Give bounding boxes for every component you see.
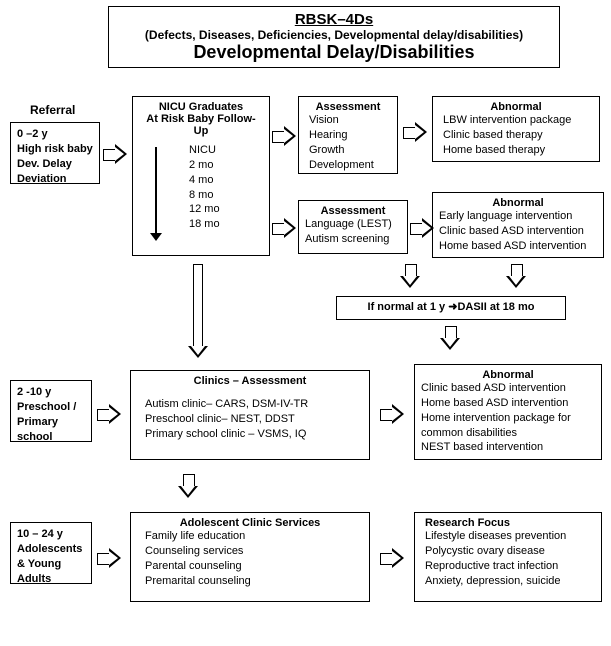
- nicu-timeline-arrow: [155, 147, 157, 233]
- abnormal3-item: Clinic based ASD intervention: [421, 381, 595, 396]
- header-box: RBSK–4Ds (Defects, Diseases, Deficiencie…: [108, 6, 560, 68]
- age-line: 2 -10 y: [17, 385, 85, 400]
- arrow-right-icon: [380, 404, 404, 424]
- age-box-10-24y: 10 – 24 y Adolescents & Young Adults: [10, 522, 92, 584]
- nicu-box: NICU Graduates At Risk Baby Follow-Up NI…: [132, 96, 270, 256]
- arrow-right-icon: [410, 218, 434, 238]
- nicu-item: 2 mo: [189, 158, 263, 173]
- abnormal3-item: Home intervention package for: [421, 411, 595, 426]
- abnormal2-box: Abnormal Early language intervention Cli…: [432, 192, 604, 258]
- assessment1-item: Development: [305, 158, 391, 173]
- research-item: Polycystic ovary disease: [421, 544, 595, 559]
- abnormal2-title: Abnormal: [439, 197, 597, 209]
- header-line3: Developmental Delay/Disabilities: [115, 42, 553, 63]
- nicu-item: 12 mo: [189, 202, 263, 217]
- age-line: 10 – 24 y: [17, 527, 85, 542]
- abnormal3-title: Abnormal: [421, 369, 595, 381]
- adolescent-item: Counseling services: [137, 544, 363, 559]
- age-line: Deviation: [17, 172, 93, 187]
- age-line: school: [17, 430, 85, 445]
- clinics-item: Autism clinic– CARS, DSM-IV-TR: [137, 397, 363, 412]
- adolescent-item: Parental counseling: [137, 559, 363, 574]
- header-line2: (Defects, Diseases, Deficiencies, Develo…: [115, 28, 553, 42]
- research-box: Research Focus Lifestyle diseases preven…: [414, 512, 602, 602]
- referral-label: Referral: [30, 103, 75, 117]
- age-line: Adolescents: [17, 542, 85, 557]
- assessment2-item: Language (LEST): [305, 217, 401, 232]
- age-line: Dev. Delay: [17, 157, 93, 172]
- ifnormal-suffix: DASII at 18 mo: [457, 301, 534, 313]
- arrow-right-icon: [380, 548, 404, 568]
- abnormal3-box: Abnormal Clinic based ASD intervention H…: [414, 364, 602, 460]
- nicu-subtitle: At Risk Baby Follow-Up: [139, 113, 263, 137]
- header-line1: RBSK–4Ds: [115, 11, 553, 28]
- clinics-title: Clinics – Assessment: [137, 375, 363, 387]
- adolescent-item: Premarital counseling: [137, 574, 363, 589]
- arrow-right-icon: [403, 122, 427, 142]
- abnormal2-item: Clinic based ASD intervention: [439, 224, 597, 239]
- assessment1-title: Assessment: [305, 101, 391, 113]
- arrow-down-icon: [178, 474, 198, 498]
- age-line: Preschool /: [17, 400, 85, 415]
- abnormal3-item: common disabilities: [421, 426, 595, 441]
- arrow-down-icon: [440, 326, 460, 350]
- abnormal1-item: Home based therapy: [439, 143, 593, 158]
- research-item: Reproductive tract infection: [421, 559, 595, 574]
- clinics-box: Clinics – Assessment Autism clinic– CARS…: [130, 370, 370, 460]
- age-box-2-10y: 2 -10 y Preschool / Primary school: [10, 380, 92, 442]
- adolescent-title: Adolescent Clinic Services: [137, 517, 363, 529]
- age-line: Adults: [17, 572, 85, 587]
- clinics-item: Preschool clinic– NEST, DDST: [137, 412, 363, 427]
- adolescent-item: Family life education: [137, 529, 363, 544]
- age-line: High risk baby: [17, 142, 93, 157]
- abnormal2-item: Home based ASD intervention: [439, 239, 597, 254]
- research-item: Lifestyle diseases prevention: [421, 529, 595, 544]
- clinics-item: Primary school clinic – VSMS, IQ: [137, 427, 363, 442]
- arrow-down-icon: [506, 264, 526, 288]
- assessment2-title: Assessment: [305, 205, 401, 217]
- nicu-item: 8 mo: [189, 188, 263, 203]
- assessment1-box: Assessment Vision Hearing Growth Develop…: [298, 96, 398, 174]
- arrow-right-icon: [272, 126, 296, 146]
- age-line: 0 –2 y: [17, 127, 93, 142]
- research-item: Anxiety, depression, suicide: [421, 574, 595, 589]
- ifnormal-prefix: If normal at 1 y: [368, 301, 449, 313]
- arrow-right-icon: [272, 218, 296, 238]
- ifnormal-box: If normal at 1 y ➜DASII at 18 mo: [336, 296, 566, 320]
- assessment2-item: Autism screening: [305, 232, 401, 247]
- nicu-item: 18 mo: [189, 217, 263, 232]
- arrow-right-icon: [103, 144, 127, 164]
- abnormal3-item: NEST based intervention: [421, 440, 595, 455]
- nicu-item: 4 mo: [189, 173, 263, 188]
- age-line: & Young: [17, 557, 85, 572]
- abnormal1-title: Abnormal: [439, 101, 593, 113]
- nicu-item: NICU: [189, 143, 263, 158]
- abnormal1-item: LBW intervention package: [439, 113, 593, 128]
- arrow-right-icon: [97, 548, 121, 568]
- assessment2-box: Assessment Language (LEST) Autism screen…: [298, 200, 408, 254]
- abnormal2-item: Early language intervention: [439, 209, 597, 224]
- abnormal1-box: Abnormal LBW intervention package Clinic…: [432, 96, 600, 162]
- abnormal1-item: Clinic based therapy: [439, 128, 593, 143]
- age-line: Primary: [17, 415, 85, 430]
- assessment1-item: Hearing: [305, 128, 391, 143]
- abnormal3-item: Home based ASD intervention: [421, 396, 595, 411]
- assessment1-item: Growth: [305, 143, 391, 158]
- arrow-down-icon: [400, 264, 420, 288]
- research-title: Research Focus: [421, 517, 595, 529]
- age-box-0-2y: 0 –2 y High risk baby Dev. Delay Deviati…: [10, 122, 100, 184]
- arrow-right-icon: [97, 404, 121, 424]
- nicu-title: NICU Graduates: [139, 101, 263, 113]
- adolescent-box: Adolescent Clinic Services Family life e…: [130, 512, 370, 602]
- assessment1-item: Vision: [305, 113, 391, 128]
